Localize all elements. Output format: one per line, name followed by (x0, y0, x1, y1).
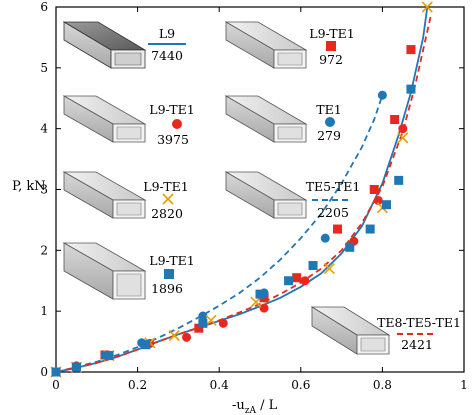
legend-label-l9: L9 (159, 26, 175, 41)
legend-dof-te5-te1: 2205 (317, 205, 349, 220)
legend-entry-l9-te1-3975: L9-TE1 3975 (149, 102, 194, 147)
data-point-circle-4 (218, 318, 228, 328)
data-point-circle-4 (300, 276, 310, 286)
data-point-square-7 (51, 367, 61, 377)
data-point-square-7 (141, 340, 151, 350)
x-axis-label-sub: zA (245, 406, 257, 415)
data-point-square-7 (394, 175, 404, 185)
data-point-square-7 (255, 289, 265, 299)
y-tick-label: 3 (40, 183, 48, 197)
data-point-square-3 (390, 115, 400, 125)
data-point-circle-4 (373, 195, 383, 205)
x-tick-label: 0 (52, 378, 60, 392)
legend-dof-te8-te5-te1: 2421 (401, 337, 433, 352)
data-point-circle-4 (259, 303, 269, 313)
x-axis-label-tail: / L (256, 398, 278, 413)
legend-dof-l9-te1-972: 972 (319, 52, 343, 67)
legend-marker-blue-square (164, 269, 174, 279)
beam-illustration-7 (62, 242, 147, 300)
legend-entry-l9: L9 7440 (148, 26, 186, 63)
legend-marker-blue-circle (325, 117, 335, 127)
legend-label-l9-te1-3975: L9-TE1 (149, 102, 194, 117)
data-point-square-7 (381, 200, 391, 210)
beam-illustration-5 (62, 171, 147, 219)
y-tick-label: 1 (40, 304, 48, 318)
legend-entry-l9-te1-2820: L9-TE1 2820 (143, 179, 188, 221)
beam-illustration-6 (224, 171, 308, 219)
y-tick-label: 0 (40, 365, 48, 379)
x-axis-label-main: -u (232, 398, 245, 413)
x-tick-label: 0.8 (373, 378, 392, 392)
x-axis-label: -uzA / L (232, 398, 278, 415)
legend-label-te8-te5-te1: TE8-TE5-TE1 (377, 315, 461, 330)
data-point-circle-4 (182, 332, 192, 342)
data-point-square-7 (406, 84, 416, 94)
legend-entry-te8-te5-te1: TE8-TE5-TE1 2421 (377, 315, 461, 352)
data-point-cross-6 (250, 296, 262, 308)
data-point-circle-5 (320, 233, 330, 243)
data-point-circle-5 (198, 311, 208, 321)
legend-dof-l9: 7440 (151, 48, 183, 63)
data-point-square-7 (308, 261, 318, 271)
legend-entry-te5-te1: TE5-TE1 2205 (306, 179, 361, 220)
legend-marker-red-circle (172, 119, 182, 129)
legend-label-te1: TE1 (316, 102, 341, 117)
data-point-cross-6 (397, 132, 409, 144)
data-point-cross-6 (168, 329, 180, 342)
data-point-square-3 (292, 273, 302, 283)
y-axis-label: P, kN (12, 179, 46, 194)
data-point-square-3 (406, 45, 416, 55)
y-tick-label: 6 (40, 0, 48, 14)
y-tick-label: 5 (40, 61, 48, 75)
y-tick-label: 2 (40, 243, 48, 257)
legend-dof-l9-te1-1896: 1896 (151, 281, 183, 296)
data-point-square-3 (194, 323, 204, 333)
data-point-square-7 (284, 276, 294, 286)
x-tick-label: 1 (460, 378, 468, 392)
data-point-square-3 (369, 185, 379, 194)
beam-illustration-3 (62, 95, 147, 143)
x-tick-label: 0.2 (128, 378, 147, 392)
legend-label-l9-te1-972: L9-TE1 (309, 26, 354, 41)
legend-entry-l9-te1-972: L9-TE1 972 (309, 26, 354, 67)
legend-marker-red-square (326, 41, 336, 51)
data-point-cross-6 (421, 1, 433, 13)
beam-illustration-4 (224, 95, 308, 143)
data-point-circle-5 (377, 90, 387, 100)
legend-label-te5-te1: TE5-TE1 (306, 179, 361, 194)
beam-illustration-2 (224, 21, 308, 69)
legend-entry-l9-te1-1896: L9-TE1 1896 (149, 253, 194, 296)
legend-dof-l9-te1-2820: 2820 (151, 206, 183, 221)
x-tick-label: 0.6 (291, 378, 310, 392)
data-point-square-3 (333, 224, 343, 234)
legend-entry-te1: TE1 279 (316, 102, 341, 143)
beam-illustration-1 (62, 21, 147, 69)
y-tick-label: 4 (40, 122, 48, 136)
data-point-square-7 (71, 362, 81, 372)
data-point-circle-4 (398, 124, 408, 134)
data-point-cross-6 (205, 314, 217, 326)
data-point-cross-6 (323, 263, 335, 275)
legend-label-l9-te1-2820: L9-TE1 (143, 179, 188, 194)
legend-dof-l9-te1-3975: 3975 (157, 132, 189, 147)
x-tick-label: 0.4 (210, 378, 229, 392)
legend-label-l9-te1-1896: L9-TE1 (149, 253, 194, 268)
legend-marker-orange-cross (162, 193, 174, 205)
data-point-square-7 (345, 242, 355, 252)
data-point-square-7 (198, 318, 208, 328)
beam-illustration-8 (310, 306, 391, 355)
data-point-square-7 (365, 224, 375, 234)
data-point-square-7 (104, 351, 114, 361)
series-line-2 (55, 12, 433, 373)
legend-dof-te1: 279 (317, 128, 341, 143)
